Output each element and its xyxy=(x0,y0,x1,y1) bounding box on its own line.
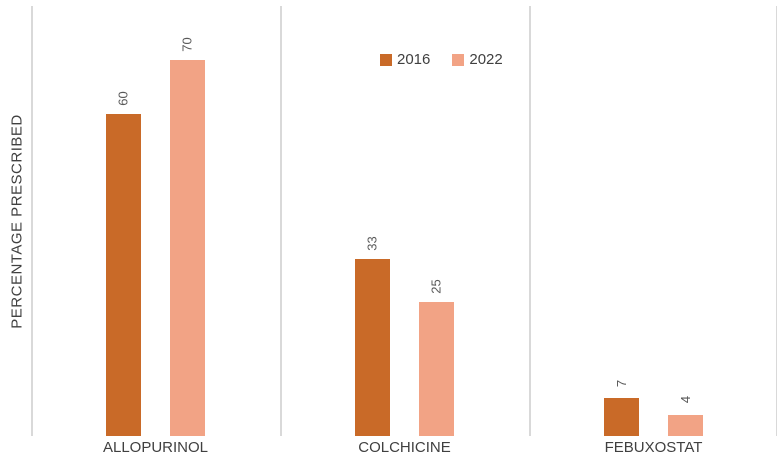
legend-swatch-icon xyxy=(380,53,392,66)
vertical-gridline xyxy=(775,6,777,436)
data-label: 60 xyxy=(116,91,131,106)
vertical-gridline xyxy=(529,6,531,436)
bar-2016-allopurinol xyxy=(106,113,141,436)
bar-2016-colchicine xyxy=(355,258,390,436)
x-axis-label-febuxostat: FEBUXOSTAT xyxy=(604,439,703,456)
legend-item-2022: 2022 xyxy=(452,51,503,68)
legend-label: 2016 xyxy=(397,51,431,68)
vertical-gridline xyxy=(280,6,282,436)
data-label: 7 xyxy=(613,379,629,387)
data-label: 33 xyxy=(365,236,380,251)
bar-2022-febuxostat xyxy=(668,414,703,436)
legend-swatch-icon xyxy=(452,53,465,66)
data-label: 70 xyxy=(180,37,195,52)
data-label: 4 xyxy=(677,395,693,404)
bar-2022-colchicine xyxy=(419,301,454,436)
legend-item-2016: 2016 xyxy=(380,51,430,68)
y-axis-title: PERCENTAGE PRESCRIBED xyxy=(8,114,26,329)
x-axis-label-allopurinol: ALLOPURINOL xyxy=(102,439,209,456)
bar-2016-febuxostat xyxy=(604,398,639,436)
bar-2022-allopurinol xyxy=(170,59,205,436)
data-label: 25 xyxy=(429,279,444,294)
legend-label: 2022 xyxy=(469,51,503,68)
x-axis-label-colchicine: COLCHICINE xyxy=(358,439,451,456)
legend: 2016 2022 xyxy=(380,51,503,68)
vertical-gridline xyxy=(31,6,33,436)
